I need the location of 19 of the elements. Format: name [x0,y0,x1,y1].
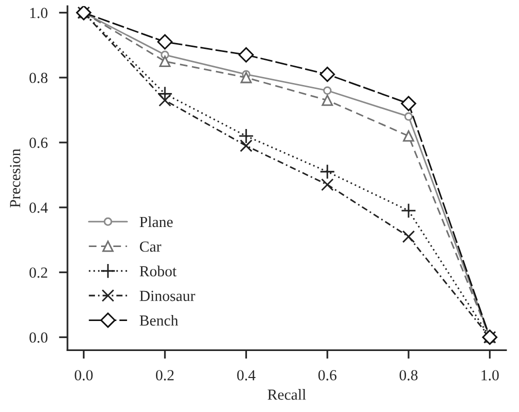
y-tick-label: 0.6 [30,138,48,148]
legend-label: Robot [140,266,177,276]
legend-label: Bench [140,314,178,326]
x-tick-label: 0.4 [237,370,256,380]
x-axis-title: Recall [268,389,306,400]
legend-label: Car [140,242,162,252]
y-tick-label: 0.4 [30,202,48,213]
x-tick-label: 0.8 [400,370,418,380]
x-tick-label: 0.2 [156,370,174,380]
x-tick-label: 0.6 [318,370,336,380]
x-tick-label: 0.0 [74,370,93,380]
y-axis-title: Precesion [10,148,20,208]
y-tick-label: 0.2 [30,267,48,278]
y-tick-label: 0.8 [30,72,48,84]
y-tick-label: 1.0 [30,8,48,18]
x-tick-label: 1.0 [482,370,499,380]
y-tick-label: 0.0 [30,332,48,343]
legend-label: Plane [140,216,173,228]
legend-label: Dinosaur [140,290,196,302]
